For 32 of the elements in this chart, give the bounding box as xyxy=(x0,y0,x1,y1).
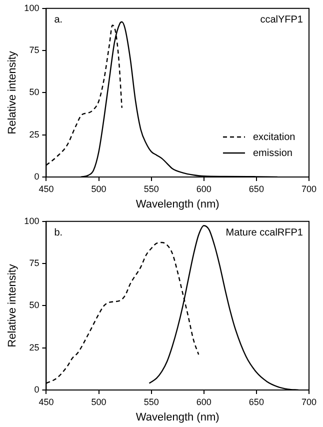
y-axis-title: Relative intensity xyxy=(6,50,19,134)
y-tick-label: 25 xyxy=(29,342,40,352)
y-tick-label: 50 xyxy=(29,87,40,98)
y-axis-title: Relative intensity xyxy=(6,264,19,348)
x-tick-label: 500 xyxy=(91,396,106,407)
x-tick-label: 450 xyxy=(38,184,54,194)
x-tick-label: 450 xyxy=(38,396,54,407)
x-axis-title: Wavelength (nm) xyxy=(136,411,220,424)
y-tick-label: 0 xyxy=(34,384,40,394)
x-tick-label: 600 xyxy=(196,396,212,407)
y-tick-label: 75 xyxy=(29,45,40,56)
annotation: ccalYFP1 xyxy=(260,14,304,26)
x-tick-label: 550 xyxy=(144,184,159,194)
x-tick-label: 500 xyxy=(91,184,106,194)
annotation: a. xyxy=(54,14,63,26)
y-tick-label: 100 xyxy=(24,216,40,226)
x-tick-label: 650 xyxy=(248,396,264,407)
y-tick-label: 50 xyxy=(29,300,40,310)
annotation: Mature ccalRFP1 xyxy=(226,227,304,238)
y-tick-label: 100 xyxy=(24,2,40,13)
x-tick-label: 650 xyxy=(248,184,264,194)
x-axis-title: Wavelength (nm) xyxy=(136,198,220,210)
x-tick-label: 700 xyxy=(301,184,317,194)
y-tick-label: 0 xyxy=(34,171,40,182)
x-tick-label: 550 xyxy=(144,396,159,407)
legend-label: emission xyxy=(253,148,292,159)
y-tick-label: 75 xyxy=(29,258,40,268)
legend-label: excitation xyxy=(253,132,296,143)
x-tick-label: 600 xyxy=(196,184,212,194)
x-tick-label: 700 xyxy=(301,396,317,407)
annotation: b. xyxy=(54,227,63,238)
y-tick-label: 25 xyxy=(29,129,40,140)
